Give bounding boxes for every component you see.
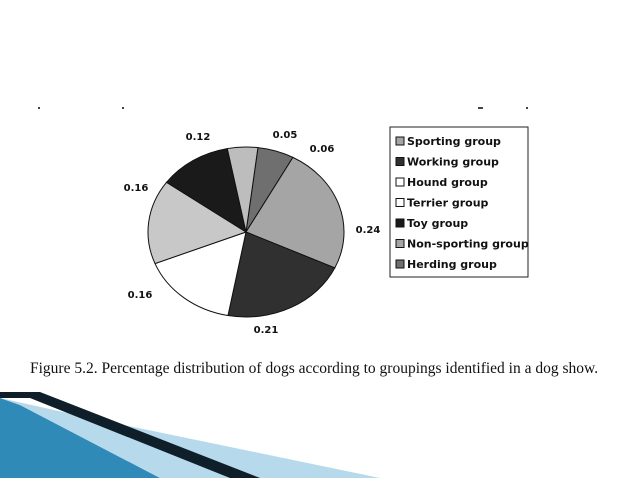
slice-label-terrier-group: 0.16 (124, 183, 149, 194)
slice-label-sporting-group: 0.24 (356, 225, 381, 236)
legend-swatch-herding-group (395, 259, 405, 269)
legend-label-non-sporting-group: Non-sporting group (407, 238, 529, 251)
figure-caption: Figure 5.2. Percentage distribution of d… (30, 360, 599, 377)
legend-label-working-group: Working group (407, 156, 499, 169)
legend-swatch-terrier-group (395, 198, 405, 207)
legend-label-terrier-group: Terrier group (407, 197, 489, 210)
pie (147, 146, 345, 318)
pie-slice-non-sporting-group (226, 146, 259, 233)
legend-swatch-hound-group (395, 177, 405, 187)
legend-box (389, 126, 529, 278)
pie-slice-hound-group (154, 231, 247, 317)
legend-swatch-sporting-group (395, 136, 405, 146)
legend-label-herding-group: Herding group (407, 258, 497, 271)
pie-slice-sporting-group (245, 156, 345, 269)
pie-slice-working-group (227, 231, 336, 318)
pie-slice-terrier-group (147, 181, 248, 265)
legend-swatch-toy-group (395, 218, 405, 228)
slice-labels: 0.06 0.24 0.21 0.16 0.16 0.12 0.05 (124, 130, 381, 336)
legend-swatch-working-group (395, 157, 405, 166)
legend-label-hound-group: Hound group (407, 176, 488, 189)
slice-label-toy-group: 0.12 (186, 132, 211, 143)
slice-label-non-sporting-group: 0.05 (273, 130, 298, 141)
legend: Sporting group Working group Hound group Te… (389, 126, 529, 278)
legend-label-sporting-group: Sporting group (407, 135, 501, 148)
slice-label-hound-group: 0.16 (128, 290, 153, 301)
scan-marks (38, 107, 528, 109)
slice-label-working-group: 0.21 (254, 325, 279, 336)
pie-slice-toy-group (165, 147, 247, 234)
deco-dark (0, 392, 260, 478)
slice-label-herding-group: 0.06 (310, 144, 335, 155)
legend-label-toy-group: Toy group (407, 217, 468, 230)
legend-swatch-non-sporting-group (395, 239, 405, 248)
deco-blue (0, 398, 160, 478)
